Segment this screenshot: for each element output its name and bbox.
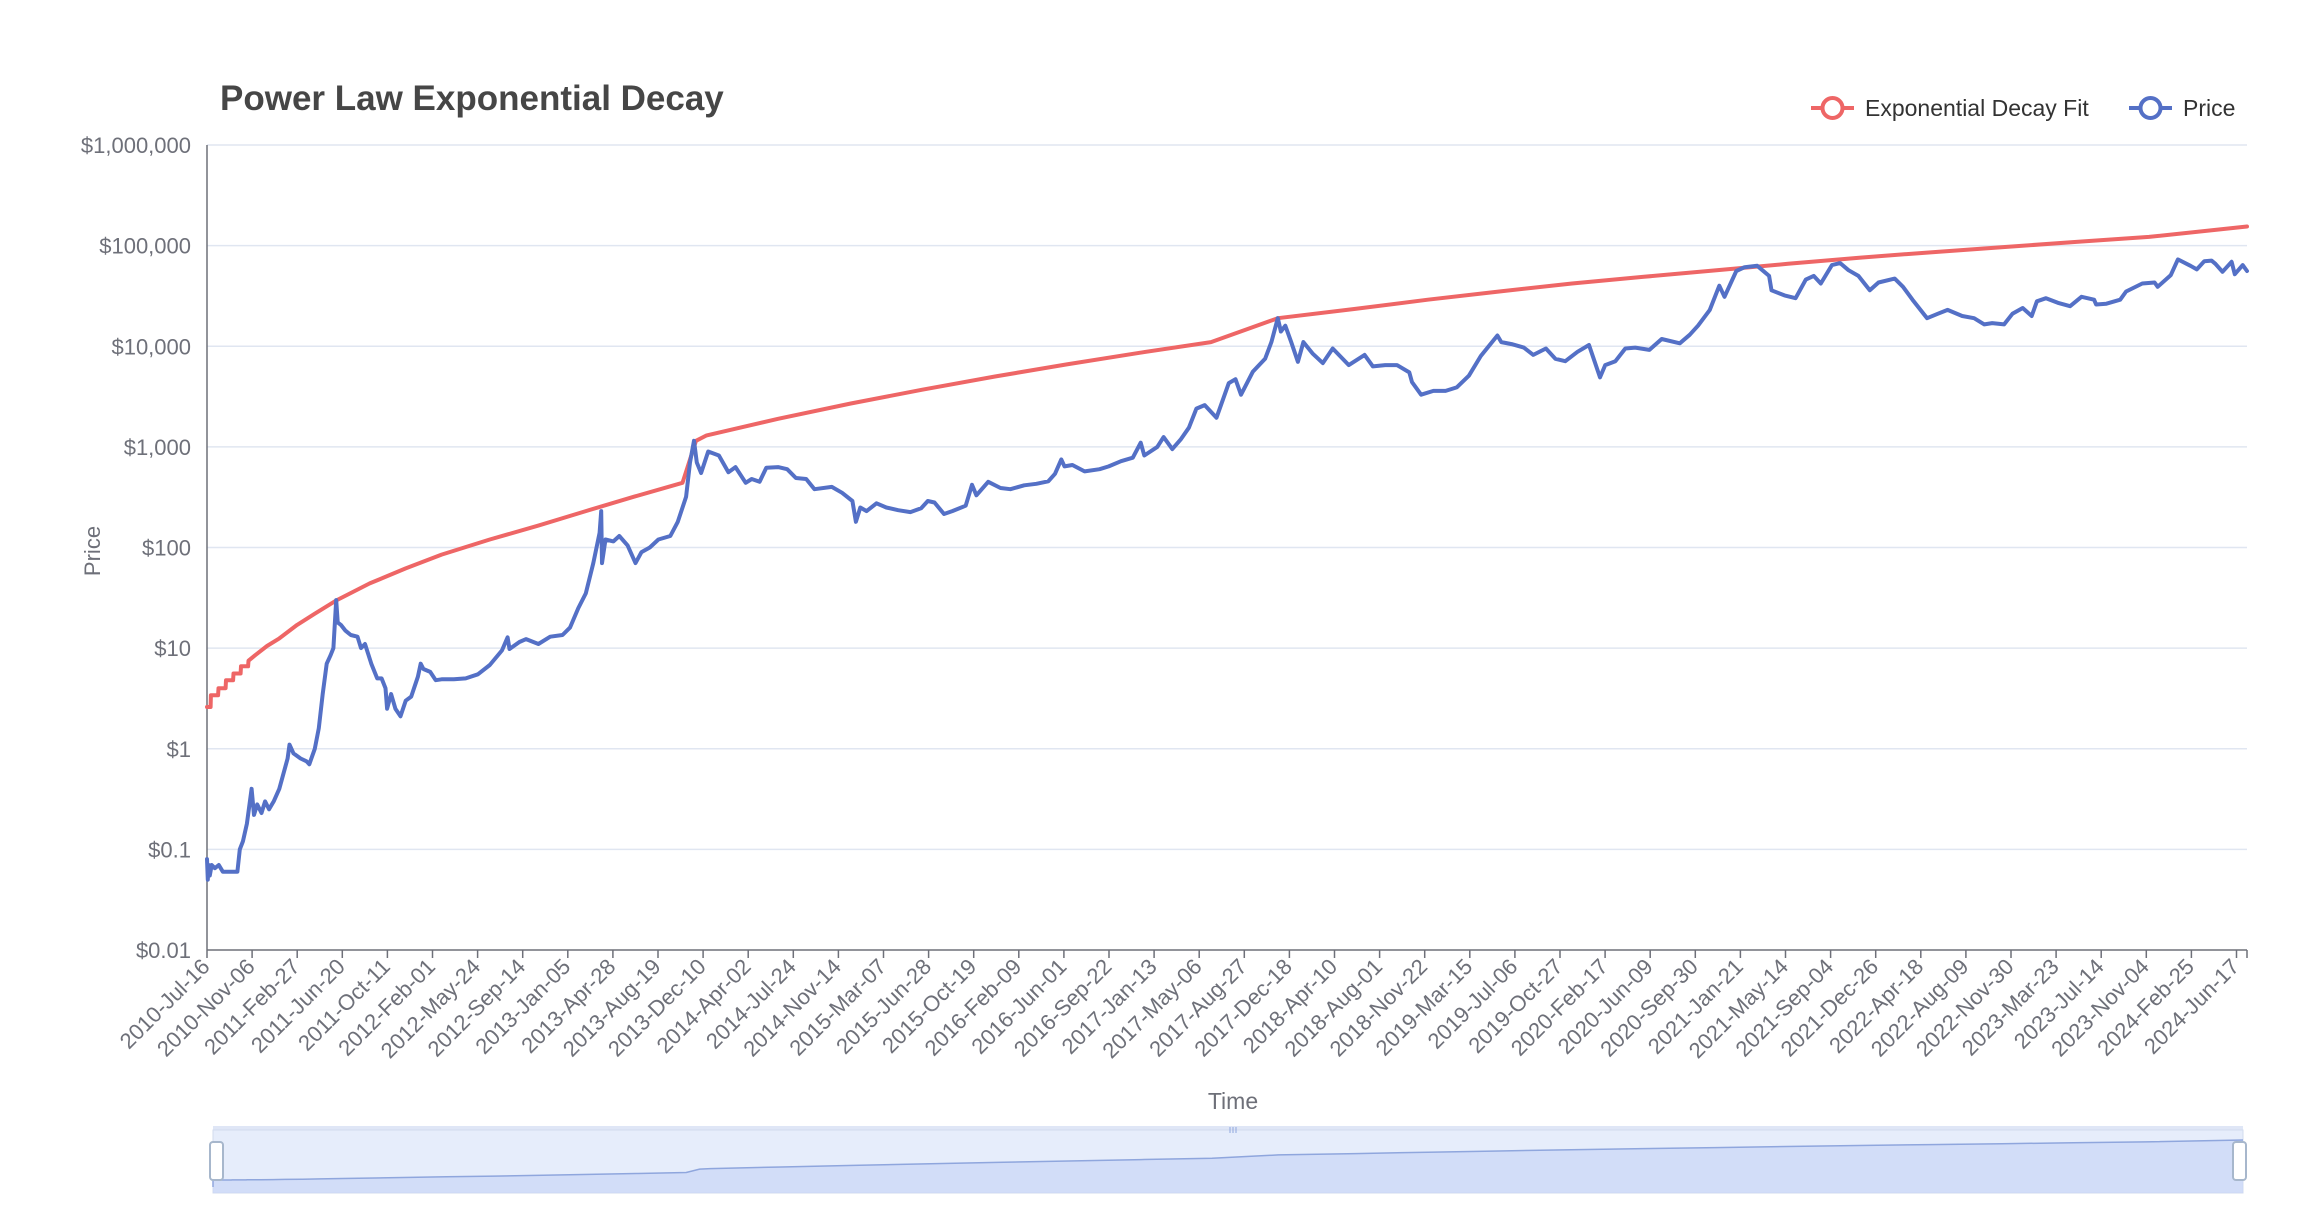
y-tick-label: $0.01 — [136, 938, 191, 963]
legend-fit-marker — [1820, 96, 1845, 120]
legend-price-marker — [2138, 96, 2163, 120]
y-tick-label: $10 — [154, 636, 191, 661]
legend-price-label: Price — [2183, 95, 2235, 121]
y-axis-title: Price — [80, 526, 105, 576]
zoom-move-grip[interactable] — [1229, 1127, 1237, 1133]
y-tick-label: $10,000 — [111, 334, 191, 359]
legend-item-price[interactable]: Price — [2129, 95, 2235, 121]
y-tick-label: $1,000 — [124, 435, 191, 460]
y-tick-label: $0.1 — [148, 837, 191, 862]
y-tick-label: $100,000 — [99, 234, 191, 259]
chart-title: Power Law Exponential Decay — [220, 79, 724, 118]
y-tick-label: $1 — [167, 737, 191, 762]
legend-fit-label: Exponential Decay Fit — [1865, 95, 2089, 121]
zoom-handle-left[interactable] — [209, 1141, 224, 1181]
legend-item-fit[interactable]: Exponential Decay Fit — [1811, 95, 2089, 121]
y-tick-label: $100 — [142, 536, 191, 561]
x-axis-title: Time — [1208, 1088, 1258, 1114]
price-series-line — [205, 257, 2249, 882]
zoom-preview-area — [213, 1140, 2243, 1193]
fit-series-line — [205, 224, 2249, 709]
y-tick-label: $1,000,000 — [81, 133, 191, 158]
zoom-preview-line — [212, 1139, 2244, 1187]
zoom-handle-right[interactable] — [2232, 1141, 2247, 1181]
legend: Exponential Decay Fit Price — [1811, 95, 2235, 121]
